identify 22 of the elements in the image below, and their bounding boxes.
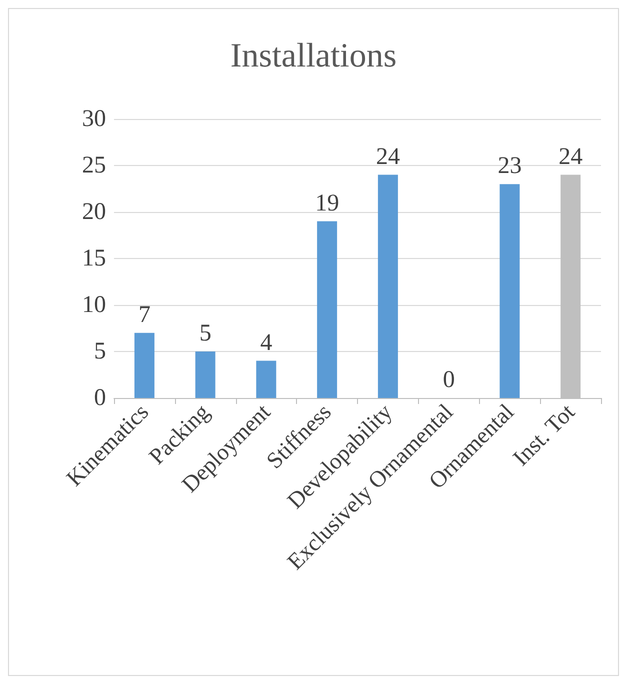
data-label: 23	[498, 153, 522, 180]
y-tick-label: 10	[82, 292, 106, 318]
chart-title: Installations	[230, 38, 397, 74]
y-tick-label: 25	[82, 152, 106, 178]
data-label: 24	[376, 144, 400, 170]
y-tick-label: 5	[94, 338, 106, 364]
y-tick-label: 30	[82, 106, 106, 132]
bar	[134, 332, 154, 398]
data-label: 5	[199, 320, 212, 346]
data-label: 7	[138, 302, 150, 328]
bar	[317, 221, 338, 398]
bar	[195, 352, 216, 398]
data-label: 19	[315, 190, 340, 216]
y-tick-label: 15	[82, 246, 106, 272]
data-label: 4	[260, 330, 272, 356]
data-label: 0	[442, 367, 455, 393]
y-tick-label: 20	[82, 199, 106, 225]
bar	[256, 360, 276, 398]
bar	[500, 184, 520, 398]
y-tick-label: 0	[94, 385, 106, 411]
bar	[378, 174, 398, 398]
data-label: 24	[558, 144, 583, 170]
